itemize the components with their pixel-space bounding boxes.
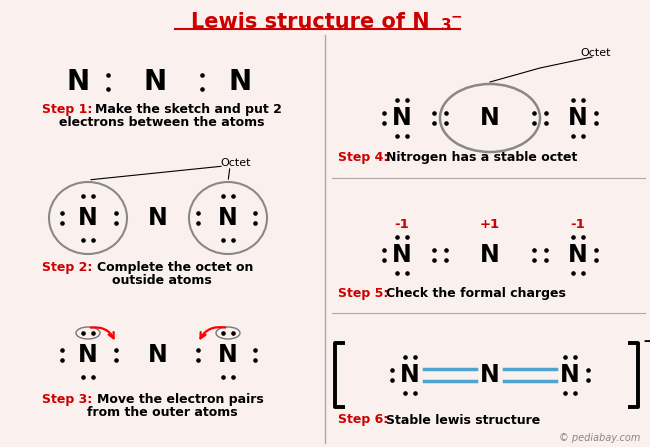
Text: Complete the octet on: Complete the octet on [97, 261, 254, 274]
Text: outside atoms: outside atoms [112, 274, 212, 287]
Text: Stable lewis structure: Stable lewis structure [386, 413, 540, 426]
Text: Octet: Octet [220, 158, 250, 168]
Text: -1: -1 [395, 219, 410, 232]
Text: N: N [392, 106, 412, 130]
Text: N: N [78, 206, 98, 230]
Text: N: N [568, 106, 588, 130]
FancyArrowPatch shape [200, 327, 226, 338]
Text: -1: -1 [571, 219, 586, 232]
Text: N: N [400, 363, 420, 387]
Text: N: N [148, 206, 168, 230]
Text: N: N [480, 243, 500, 267]
Text: Step 4:: Step 4: [338, 152, 389, 164]
Text: N: N [148, 343, 168, 367]
Text: N: N [144, 68, 166, 96]
Text: © pediabay.com: © pediabay.com [558, 433, 640, 443]
Text: Step 2:: Step 2: [42, 261, 92, 274]
Text: Octet: Octet [580, 48, 610, 58]
Text: Move the electron pairs: Move the electron pairs [97, 393, 264, 406]
Text: electrons between the atoms: electrons between the atoms [59, 117, 265, 130]
Text: from the outer atoms: from the outer atoms [86, 406, 237, 419]
Text: −: − [451, 9, 463, 23]
Text: +1: +1 [480, 219, 500, 232]
Text: N: N [66, 68, 90, 96]
Text: Check the formal charges: Check the formal charges [386, 287, 566, 299]
Text: −: − [642, 333, 650, 349]
Text: N: N [228, 68, 252, 96]
Text: N: N [560, 363, 580, 387]
FancyArrowPatch shape [91, 327, 114, 338]
Text: 3: 3 [441, 17, 452, 33]
Text: Nitrogen has a stable octet: Nitrogen has a stable octet [386, 152, 577, 164]
Text: N: N [392, 243, 412, 267]
Text: Step 5:: Step 5: [338, 287, 389, 299]
Text: N: N [78, 343, 98, 367]
Text: Step 6:: Step 6: [338, 413, 388, 426]
Text: Step 3:: Step 3: [42, 393, 92, 406]
Text: N: N [218, 206, 238, 230]
Text: N: N [568, 243, 588, 267]
Text: N: N [480, 106, 500, 130]
Text: Step 1:: Step 1: [42, 104, 92, 117]
Text: N: N [218, 343, 238, 367]
Text: N: N [480, 363, 500, 387]
Text: Lewis structure of N: Lewis structure of N [190, 12, 429, 32]
Text: Make the sketch and put 2: Make the sketch and put 2 [95, 104, 282, 117]
